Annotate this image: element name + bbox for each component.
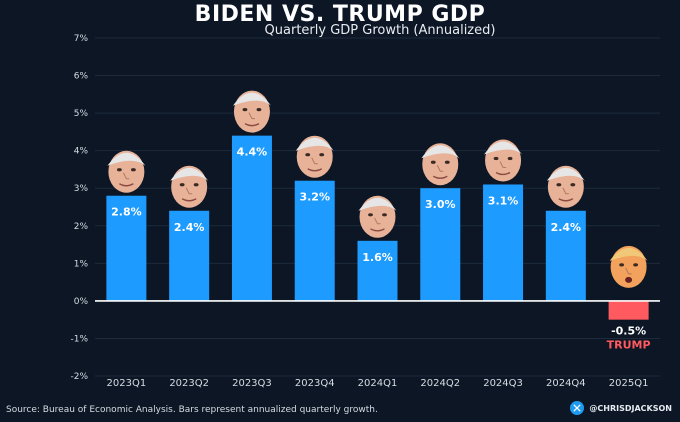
face-icon [546,165,585,208]
bar [608,300,649,320]
y-tick-label: 3% [74,184,89,194]
x-tick-label: 2023Q1 [107,378,147,389]
x-tick-label: 2024Q3 [483,378,523,389]
x-tick-label: 2023Q3 [232,378,272,389]
face-icon [170,165,209,208]
x-tick-label: 2024Q4 [546,378,586,389]
y-tick-label: 6% [74,72,89,82]
bar [483,184,524,301]
chart-title: BIDEN VS. TRUMP GDP [194,2,486,27]
y-tick-label: -1% [70,334,88,344]
y-tick-label: 4% [74,147,89,157]
data-label: 4.4% [237,146,268,159]
x-tick-label: 2024Q2 [420,378,460,389]
data-label: 3.0% [425,198,456,211]
data-label: 2.4% [551,221,582,234]
x-tick-label: 2025Q1 [609,378,649,389]
bar [420,188,461,301]
source-note: Source: Bureau of Economic Analysis. Bar… [6,405,378,415]
face-icon [609,245,648,288]
x-tick-label: 2024Q1 [358,378,398,389]
bar [545,210,586,301]
author-handle[interactable]: @CHRISDJACKSON [570,401,672,415]
data-label: -0.5% [611,325,646,338]
data-label: 2.8% [111,206,142,219]
x-tick-label: 2023Q4 [295,378,335,389]
x-logo-icon [570,401,585,415]
y-tick-label: 7% [74,34,89,44]
data-label: 1.6% [362,251,393,264]
data-label: 3.2% [299,191,330,204]
trump-annotation: TRUMP [607,339,651,352]
chart-subtitle: Quarterly GDP Growth (Annualized) [264,23,496,38]
face-icon [358,195,397,238]
data-label: 3.1% [488,194,519,207]
bar [231,135,272,301]
y-tick-label: 5% [74,109,89,119]
face-icon [107,150,146,193]
bar [357,240,398,301]
face-icon [421,143,460,186]
face-icon [232,90,271,133]
x-tick-label: 2023Q2 [169,378,209,389]
y-tick-label: -2% [70,372,88,382]
bar [169,210,210,301]
bar [294,180,335,301]
y-tick-label: 0% [74,297,89,307]
data-label: 2.4% [174,221,205,234]
face-icon [484,139,523,182]
bar [106,195,147,301]
y-tick-label: 1% [74,259,89,269]
author-handle-text: @CHRISDJACKSON [589,403,672,413]
y-tick-label: 2% [74,222,89,232]
face-icon [295,135,334,178]
